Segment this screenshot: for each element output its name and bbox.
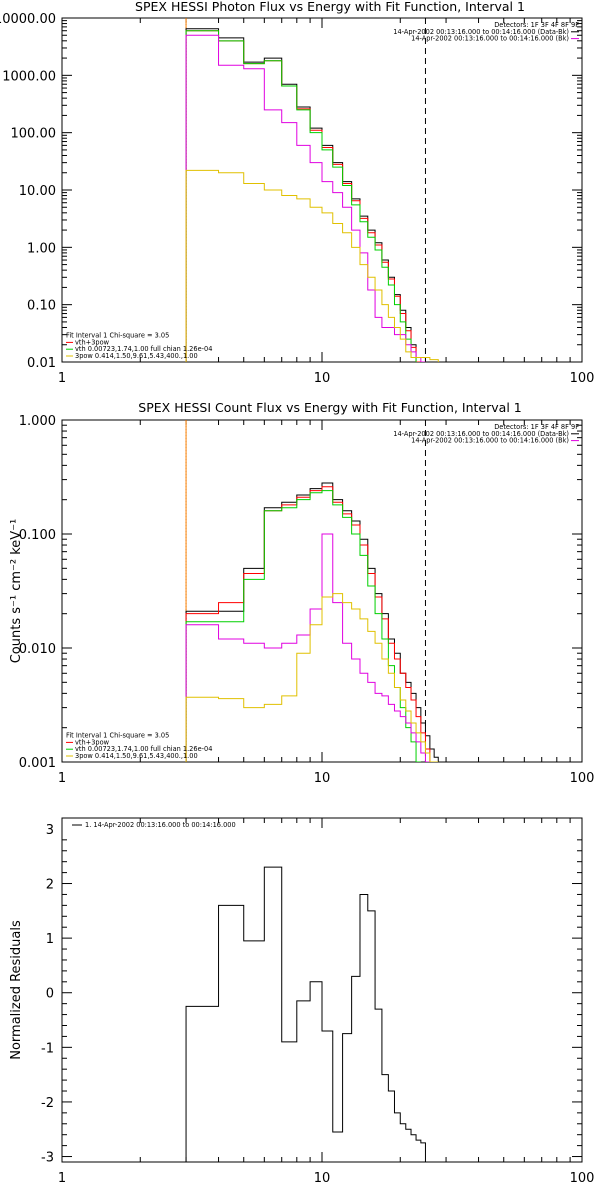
chart1-x-tick-label: 1 [58,371,66,386]
chart2-x-tick-label: 10 [314,771,331,786]
chart1-panel: SPEX HESSI Photon Flux vs Energy with Fi… [0,0,594,386]
chart2-y-tick-label: 1.000 [19,414,56,429]
chart2-y-tick-label: 0.001 [19,756,56,771]
chart2-series-5-line [186,594,438,762]
chart1-y-tick-label: 10.00 [19,184,56,199]
chart3-x-tick-label: 1 [58,1171,66,1186]
figure: SPEX HESSI Photon Flux vs Energy with Fi… [0,0,600,1200]
chart1-y-tick-label: 1000.00 [2,69,56,84]
chart1-fit-legend-text: 3pow 0.414,1.50,9.61,5.43,400.,1.00 [75,352,198,360]
chart1-series-5-line [186,170,438,362]
chart3-y-tick-label: -1 [41,1041,54,1056]
chart2-series-group [186,483,442,762]
chart1-series-3-line [186,31,416,362]
chart3-series-1-line [186,867,425,1162]
chart2-panel: SPEX HESSI Count Flux vs Energy with Fit… [9,400,594,786]
chart2-x-tick-label: 100 [570,771,595,786]
chart1-series-2-line [186,31,421,362]
chart2-y-tick-label: 0.100 [19,528,56,543]
chart3-y-tick-label: 1 [46,932,54,947]
chart1-series-group [186,29,438,362]
chart1-y-tick-label: 0.10 [27,299,56,314]
chart1-title: SPEX HESSI Photon Flux vs Energy with Fi… [135,0,525,14]
chart2-y-axis-label: Counts s⁻¹ cm⁻² keV⁻¹ [9,519,24,664]
chart3-y-tick-label: -2 [41,1096,54,1111]
chart3-series-group [186,867,425,1162]
chart1-y-tick-label: 0.01 [27,356,56,371]
chart3-y-tick-label: 0 [46,987,54,1002]
chart1-x-tick-label: 100 [570,371,595,386]
chart3-x-tick-label: 10 [314,1171,331,1186]
chart1-series-1-line [186,29,425,362]
chart1-axes-frame [62,18,582,362]
chart2-title: SPEX HESSI Count Flux vs Energy with Fit… [138,400,521,415]
chart1-y-tick-label: 1.00 [27,241,56,256]
chart2-series-1-line [186,483,442,762]
chart2-x-tick-label: 1 [58,771,66,786]
chart2-series-4-line [186,534,430,762]
chart2-fit-legend-text: 3pow 0.414,1.50,9.61,5.43,400.,1.00 [75,752,198,760]
chart2-legend-text: 14-Apr-2002 00:13:16.000 to 00:14:16.000… [411,437,569,445]
chart3-y-tick-label: 2 [46,878,54,893]
chart1-legend-text: 14-Apr-2002 00:13:16.000 to 00:14:16.000… [411,35,569,43]
chart3-y-axis-label: Normalized Residuals [9,920,24,1060]
chart2-y-tick-label: 0.010 [19,642,56,657]
chart1-x-tick-label: 10 [314,371,331,386]
chart3-y-tick-label: -3 [41,1151,54,1166]
chart3-x-tick-label: 100 [570,1171,595,1186]
chart1-y-tick-label: 10000.00 [0,12,56,27]
chart2-series-3-line [186,491,421,762]
chart1-y-tick-label: 100.00 [11,127,57,142]
chart3-legend-text: 1. 14-Apr-2002 00:13:16.000 to 00:14:16.… [85,821,236,829]
chart3-y-tick-label: 3 [46,823,54,838]
